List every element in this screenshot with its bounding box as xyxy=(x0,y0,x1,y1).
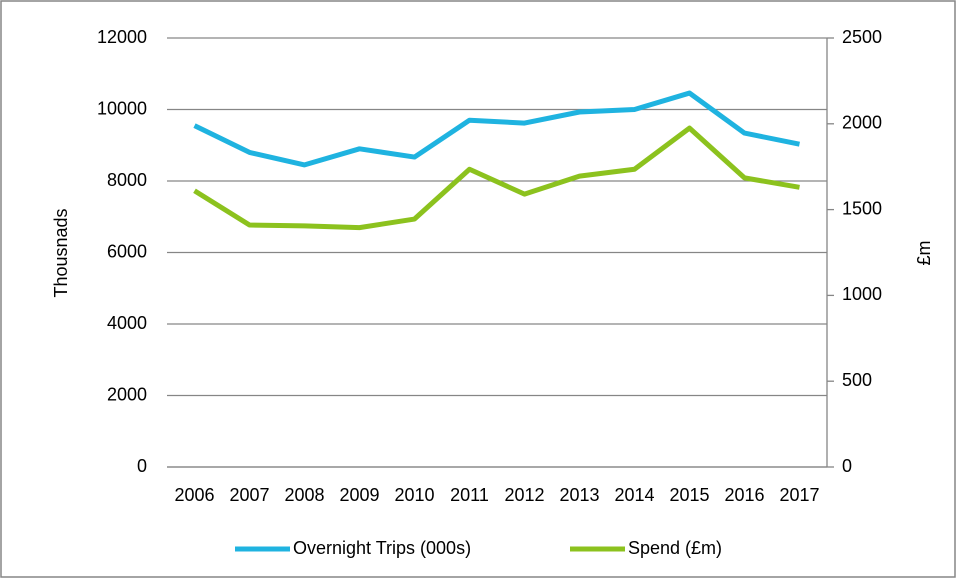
y-tick-label: 12000 xyxy=(97,27,147,47)
y2-tick-label: 1000 xyxy=(842,284,882,304)
x-tick-label: 2006 xyxy=(174,485,214,505)
x-tick-label: 2009 xyxy=(339,485,379,505)
x-tick-label: 2013 xyxy=(559,485,599,505)
x-tick-label: 2008 xyxy=(284,485,324,505)
legend-label: Spend (£m) xyxy=(628,538,722,558)
y2-tick-label: 2500 xyxy=(842,27,882,47)
y2-tick-label: 0 xyxy=(842,456,852,476)
x-tick-label: 2010 xyxy=(394,485,434,505)
x-tick-label: 2012 xyxy=(504,485,544,505)
series-line xyxy=(193,125,800,231)
y-tick-label: 2000 xyxy=(107,384,147,404)
x-tick-label: 2007 xyxy=(229,485,269,505)
y-axis-label: Thousnads xyxy=(51,208,71,297)
x-tick-label: 2011 xyxy=(450,485,489,505)
x-tick-label: 2014 xyxy=(614,485,654,505)
x-tick-label: 2015 xyxy=(669,485,709,505)
y2-axis-label: £m xyxy=(914,240,934,265)
legend-label: Overnight Trips (000s) xyxy=(293,538,471,558)
y2-tick-label: 2000 xyxy=(842,113,882,133)
y-tick-label: 8000 xyxy=(107,170,147,190)
y-tick-label: 6000 xyxy=(107,241,147,261)
series-line xyxy=(193,90,800,168)
y-tick-label: 10000 xyxy=(97,98,147,118)
x-tick-label: 2016 xyxy=(724,485,764,505)
y2-tick-label: 500 xyxy=(842,370,872,390)
y2-tick-label: 1500 xyxy=(842,198,882,218)
y-tick-label: 4000 xyxy=(107,313,147,333)
y-tick-label: 0 xyxy=(137,456,147,476)
x-tick-label: 2017 xyxy=(779,485,819,505)
